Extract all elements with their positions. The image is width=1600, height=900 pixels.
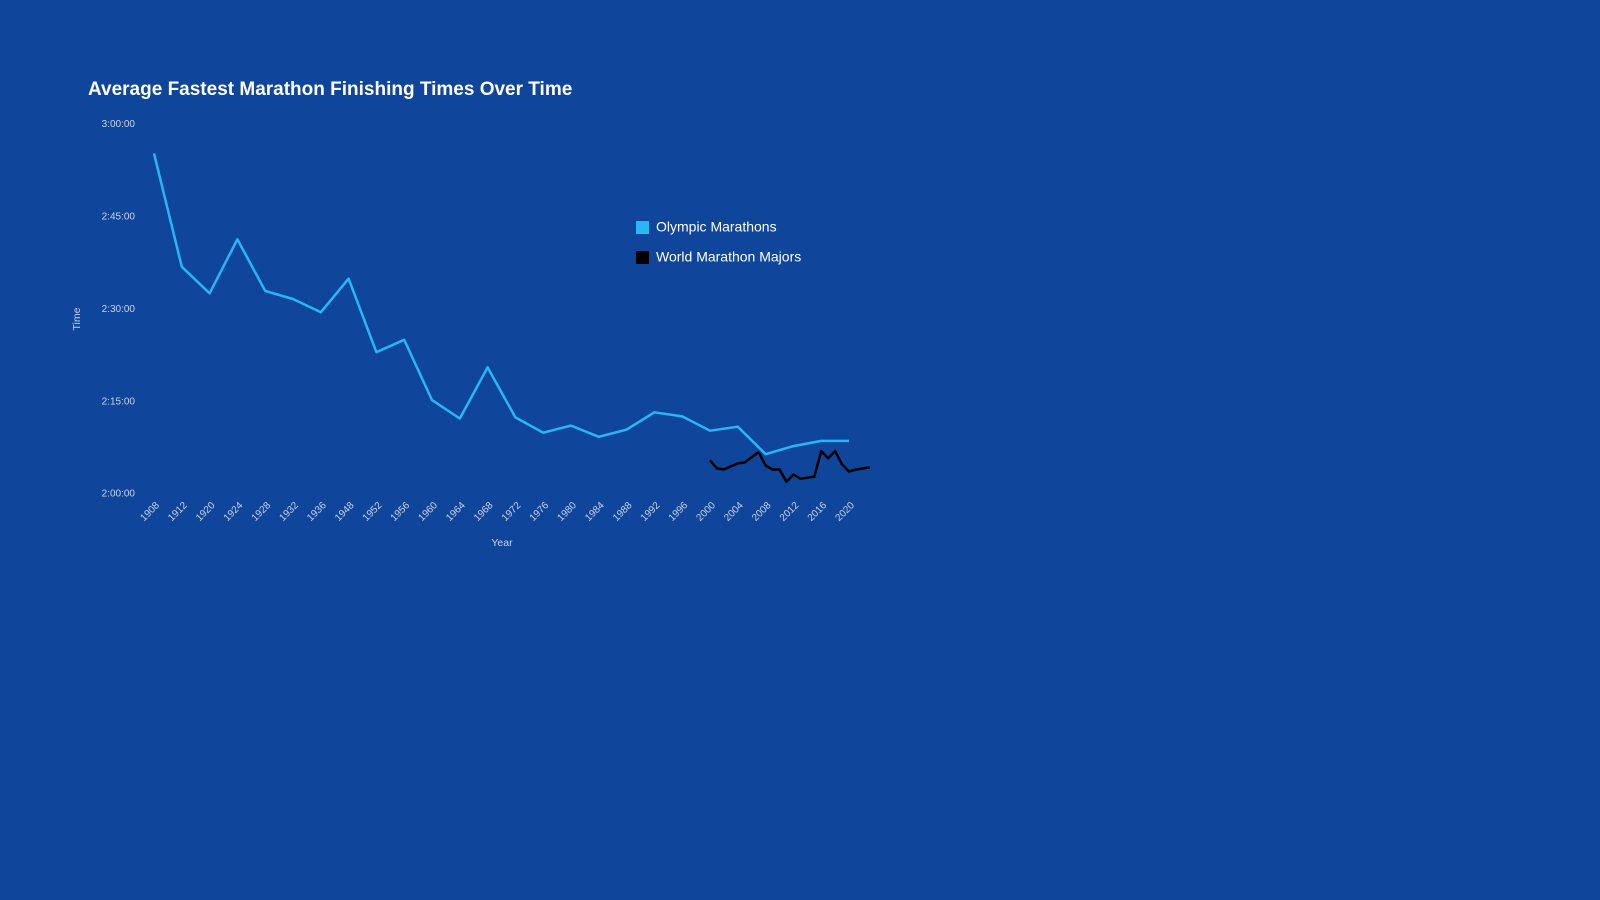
y-tick-label: 3:00:00 <box>102 119 136 130</box>
x-tick-label: 2012 <box>778 500 802 524</box>
x-tick-label: 1948 <box>333 500 357 524</box>
x-tick-label: 2020 <box>833 500 857 524</box>
x-tick-label: 1936 <box>305 500 329 524</box>
x-tick-label: 1992 <box>639 500 663 524</box>
x-tick-label: 1996 <box>667 500 691 524</box>
series-line <box>152 153 849 456</box>
x-tick-label: 1968 <box>472 500 496 524</box>
x-tick-label: 1984 <box>583 500 607 524</box>
x-tick-label: 2000 <box>694 500 718 524</box>
y-tick-label: 2:00:00 <box>102 489 136 500</box>
x-tick-label: 2008 <box>750 500 774 524</box>
x-tick-label: 2004 <box>722 500 746 524</box>
y-axis-title: Time <box>71 307 83 330</box>
x-tick-label: 1932 <box>277 500 301 524</box>
x-tick-label: 1912 <box>166 500 190 524</box>
x-tick-label: 1956 <box>389 500 413 524</box>
x-tick-label: 1980 <box>555 500 579 524</box>
x-tick-label: 1908 <box>138 500 162 524</box>
legend-swatch <box>636 251 649 264</box>
legend-label: World Marathon Majors <box>656 249 801 265</box>
x-tick-label: 1924 <box>222 500 246 524</box>
x-axis-title: Year <box>491 537 513 549</box>
x-tick-label: 1964 <box>444 500 468 524</box>
y-tick-label: 2:45:00 <box>102 212 136 223</box>
x-tick-label: 1972 <box>500 500 524 524</box>
legend-label: Olympic Marathons <box>656 219 777 235</box>
legend-swatch <box>636 221 649 234</box>
series-line <box>709 449 871 484</box>
chart-title: Average Fastest Marathon Finishing Times… <box>88 79 572 100</box>
x-tick-label: 1952 <box>361 500 385 524</box>
y-tick-label: 2:15:00 <box>102 396 136 407</box>
x-tick-label: 1988 <box>611 500 635 524</box>
x-tick-label: 1976 <box>528 500 552 524</box>
x-tick-label: 1960 <box>416 500 440 524</box>
x-tick-label: 1920 <box>194 500 218 524</box>
x-tick-label: 1928 <box>250 500 274 524</box>
x-tick-label: 2016 <box>806 500 830 524</box>
y-tick-label: 2:30:00 <box>102 304 136 315</box>
